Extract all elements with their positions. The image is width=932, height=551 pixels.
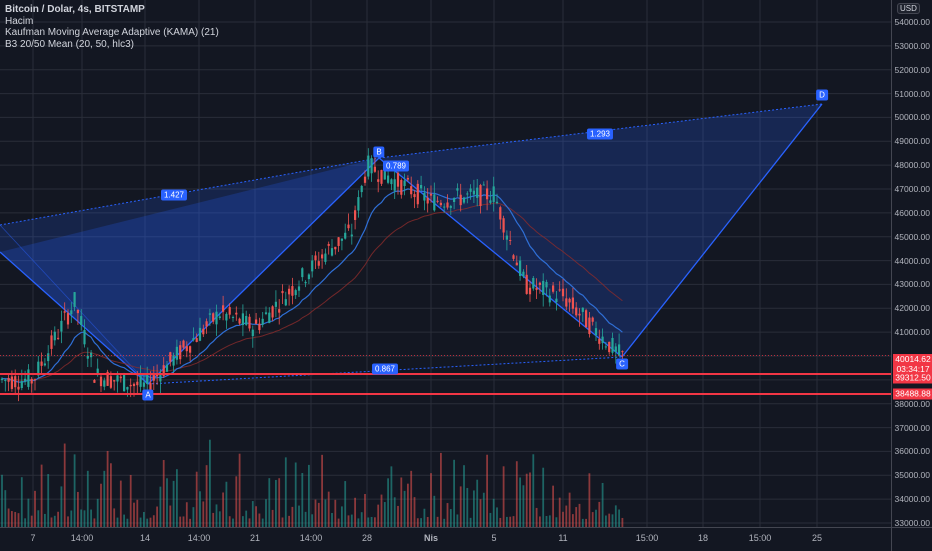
pattern-point-a[interactable]: A	[142, 389, 154, 401]
price-tick: 38000.00	[894, 398, 930, 409]
hline-label-1: 39312.50	[893, 372, 932, 384]
ratio-bcd[interactable]: 1.293	[586, 128, 614, 140]
currency-badge[interactable]: USD	[897, 3, 920, 14]
last-price-label: 40014.62 03:34:17	[893, 354, 932, 374]
ratio-abc[interactable]: 0.789	[382, 160, 410, 172]
symbol-title[interactable]: Bitcoin / Dolar, 4s, BITSTAMP	[5, 4, 145, 15]
price-tick: 33000.00	[894, 518, 930, 528]
pattern-point-d[interactable]: D	[816, 89, 828, 101]
price-tick: 36000.00	[894, 446, 930, 457]
chart-legend: Bitcoin / Dolar, 4s, BITSTAMP Hacim Kauf…	[5, 4, 219, 50]
time-tick: 28	[361, 533, 373, 543]
price-tick: 48000.00	[894, 160, 930, 171]
price-tick: 34000.00	[894, 494, 930, 505]
hline-label-2: 38488.88	[893, 388, 932, 400]
pattern-point-c[interactable]: C	[616, 358, 628, 370]
time-tick: 18	[697, 533, 709, 543]
time-tick: 14:00	[187, 533, 211, 543]
ratio-xab[interactable]: 1.427	[160, 189, 188, 201]
price-tick: 50000.00	[894, 112, 930, 123]
chart-pane[interactable]: Bitcoin / Dolar, 4s, BITSTAMP Hacim Kauf…	[0, 0, 891, 527]
time-tick: 7	[30, 533, 36, 543]
price-tick: 35000.00	[894, 470, 930, 481]
time-axis[interactable]: 7 14:00 14 14:00 21 14:00 28 Nis 5 11 15:00 18 15:00…	[0, 527, 891, 551]
pattern-point-b[interactable]: B	[373, 146, 385, 158]
bar-countdown: 03:34:17	[896, 364, 930, 374]
price-tick: 44000.00	[894, 255, 930, 266]
legend-volume[interactable]: Hacim	[5, 15, 34, 27]
time-tick: 15:00	[748, 533, 772, 543]
price-tick: 49000.00	[894, 136, 930, 147]
price-tick: 46000.00	[894, 207, 930, 218]
time-tick: 21	[249, 533, 261, 543]
price-tick: 42000.00	[894, 303, 930, 314]
ratio-xbd[interactable]: 0.867	[371, 363, 399, 375]
time-tick: 5	[491, 533, 497, 543]
price-tick: 41000.00	[894, 327, 930, 338]
price-tick: 37000.00	[894, 422, 930, 433]
time-tick: 11	[558, 533, 568, 543]
time-tick: Nis	[423, 533, 439, 543]
price-tick: 52000.00	[894, 64, 930, 75]
last-price-value: 40014.62	[895, 354, 931, 364]
legend-kama[interactable]: Kaufman Moving Average Adaptive (KAMA) (…	[5, 27, 219, 38]
price-tick: 47000.00	[894, 184, 930, 194]
time-tick: 15:00	[635, 533, 659, 543]
legend-b3[interactable]: B3 20/50 Mean (20, 50, hlc3)	[5, 38, 134, 50]
time-tick: 25	[811, 533, 823, 543]
price-tick: 53000.00	[894, 40, 930, 51]
price-axis[interactable]: USD 54000.00 53000.00 52000.00 51000.00 5000…	[891, 0, 932, 528]
time-tick: 14:00	[299, 533, 323, 543]
price-tick: 43000.00	[894, 279, 930, 290]
price-tick: 45000.00	[894, 231, 930, 242]
time-tick: 14:00	[70, 533, 94, 543]
axis-corner	[891, 527, 932, 551]
price-tick: 54000.00	[894, 17, 930, 27]
price-tick: 51000.00	[894, 88, 930, 99]
price-chart[interactable]	[0, 0, 891, 527]
time-tick: 14	[139, 533, 151, 543]
